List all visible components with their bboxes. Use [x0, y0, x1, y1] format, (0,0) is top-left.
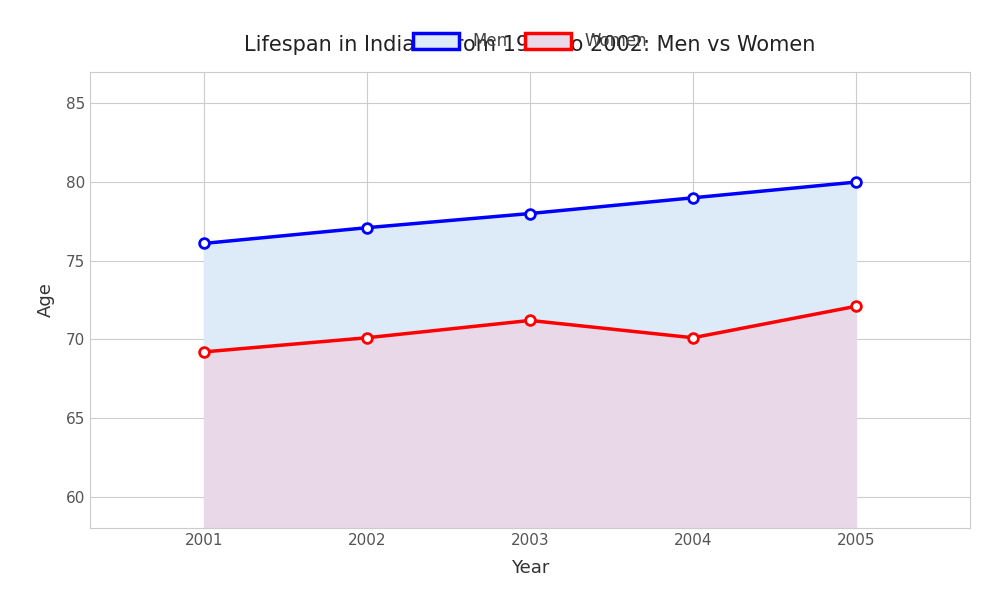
X-axis label: Year: Year: [511, 559, 549, 577]
Legend: Men, Women: Men, Women: [406, 26, 654, 57]
Title: Lifespan in Indiana from 1967 to 2002: Men vs Women: Lifespan in Indiana from 1967 to 2002: M…: [244, 35, 816, 55]
Y-axis label: Age: Age: [37, 283, 55, 317]
